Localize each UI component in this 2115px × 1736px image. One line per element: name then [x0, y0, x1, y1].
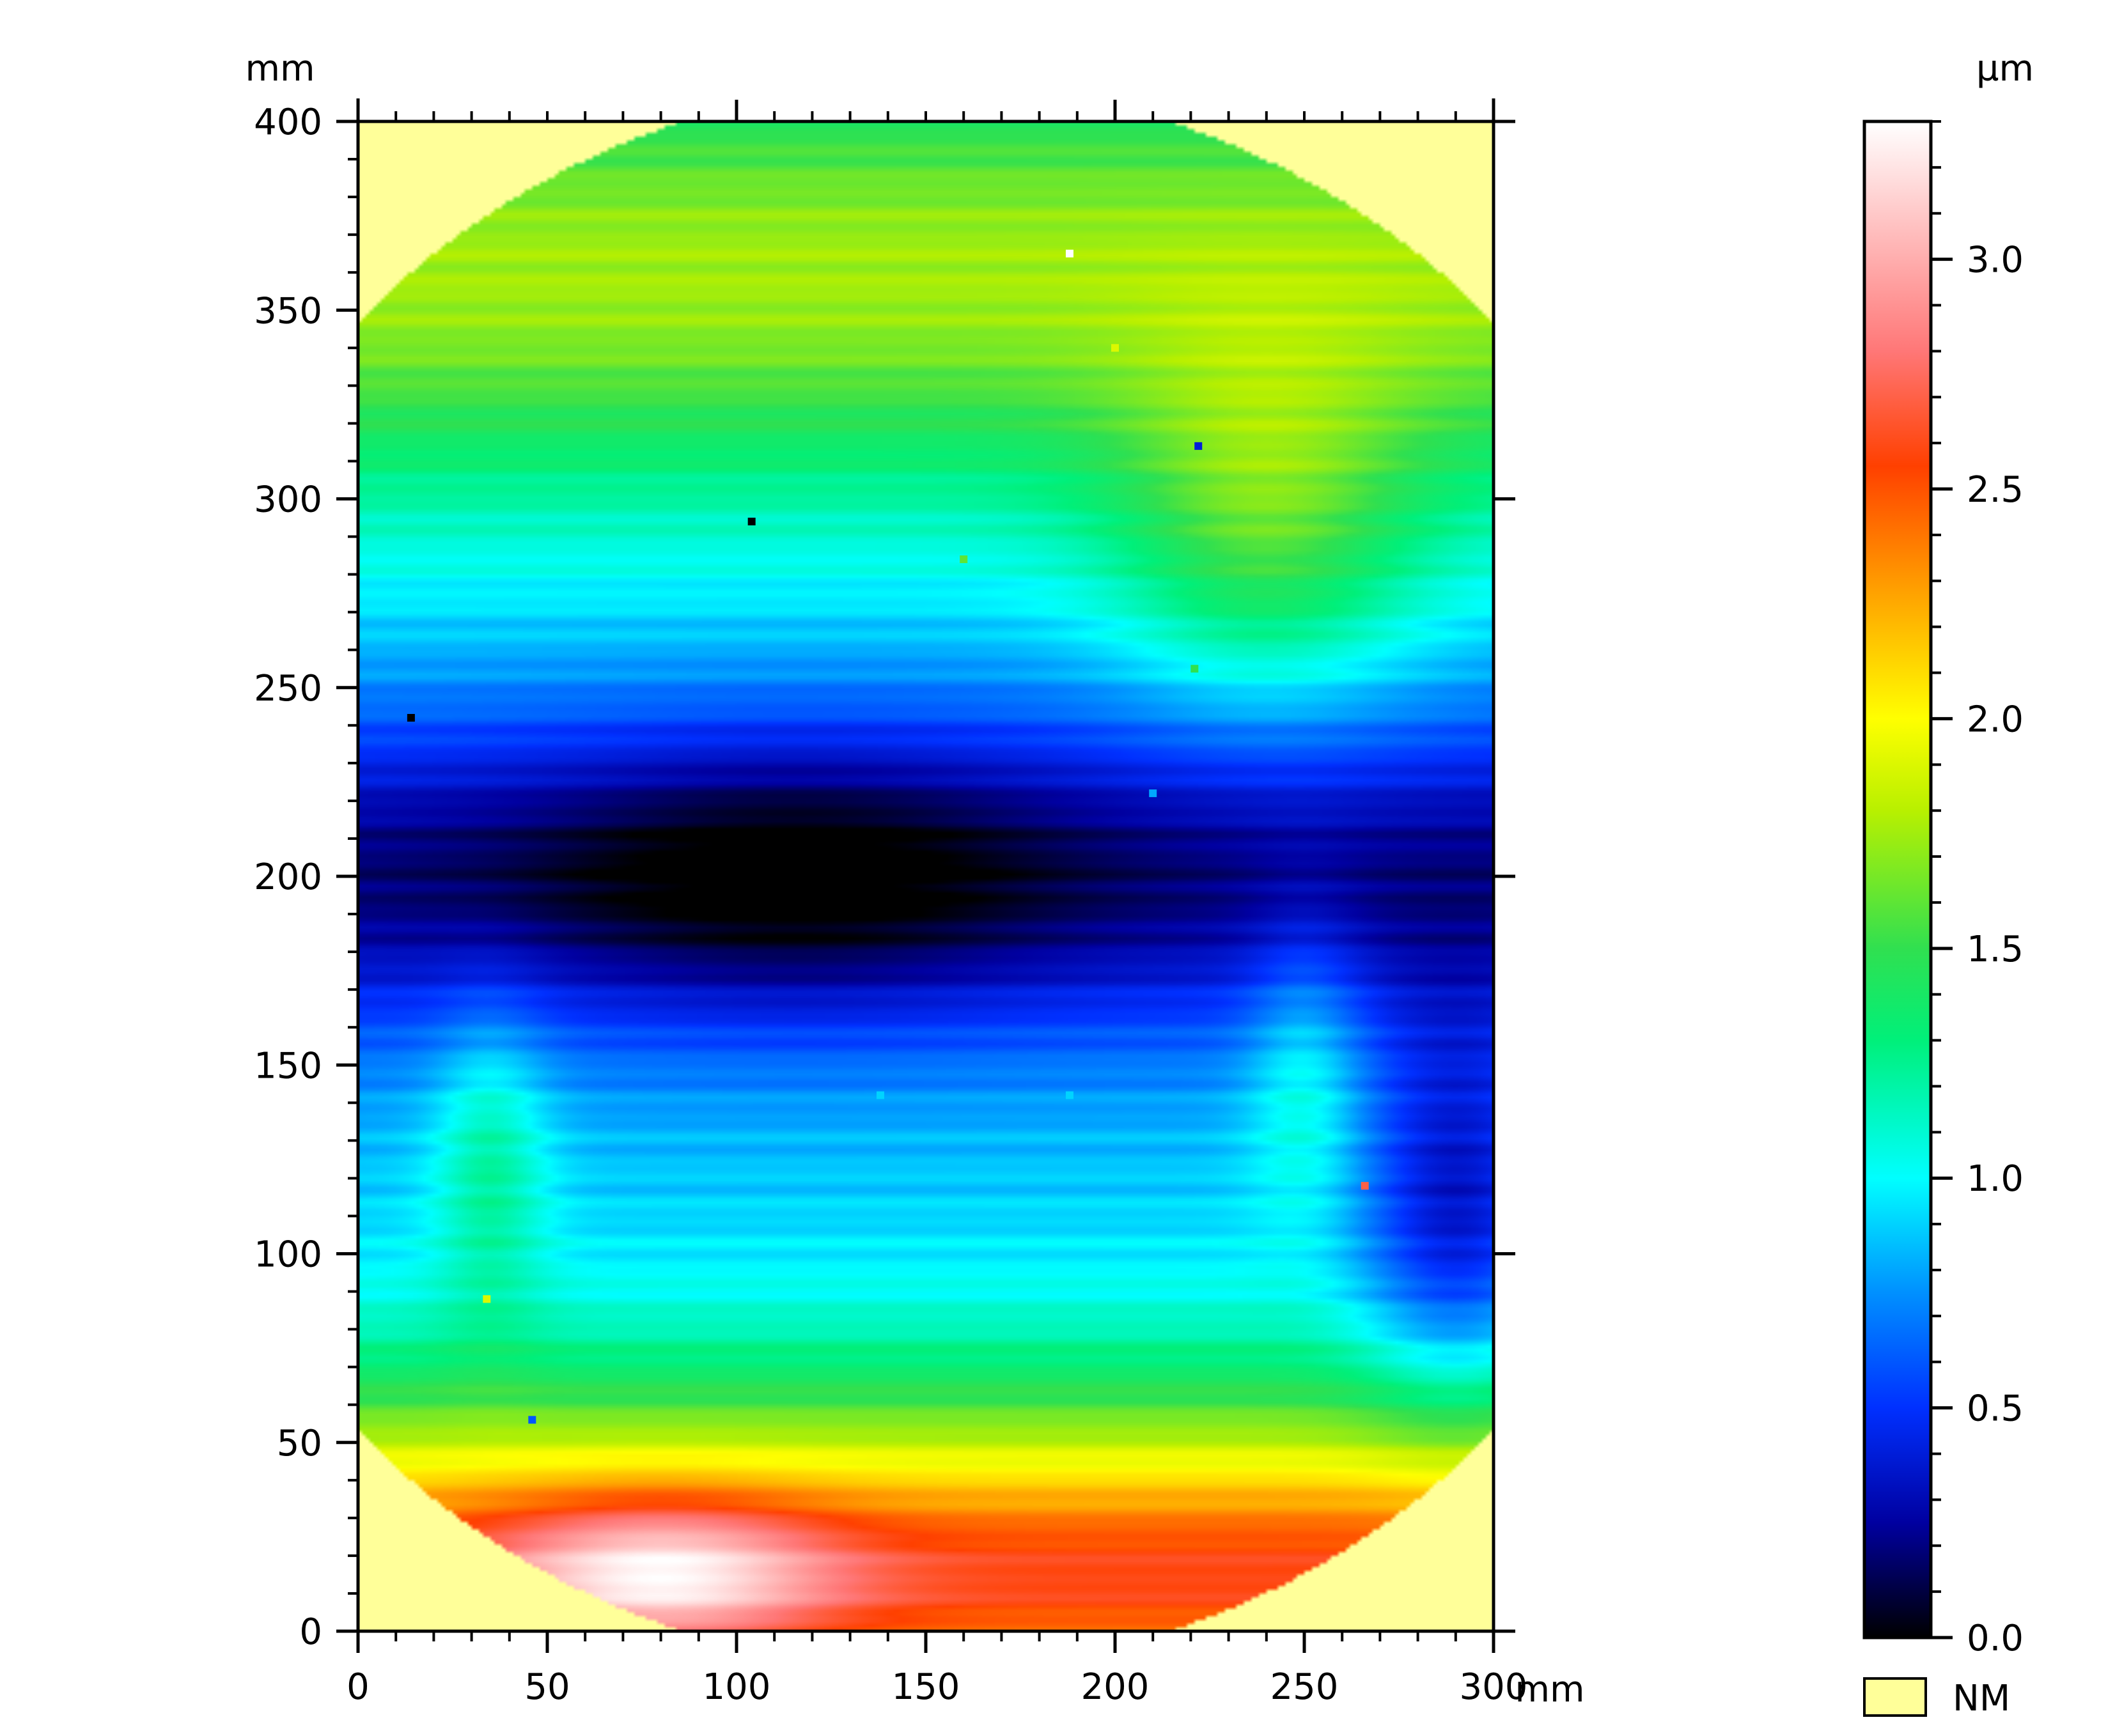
colorbar-ticks: 0.0 0.5 1.0 1.5 2.0 2.5 3.0 [1931, 120, 2024, 1659]
y-tick-label: 300 [254, 479, 322, 521]
outlier-point [1194, 442, 1203, 450]
outlier-point [1065, 249, 1073, 258]
nm-legend: NM [1863, 1677, 2010, 1719]
outlier-point [1149, 789, 1157, 798]
y-tick-label: 250 [254, 668, 322, 709]
nm-legend-swatch [1863, 1677, 1927, 1717]
outlier-point [1190, 665, 1199, 673]
x-tick-label: 250 [1270, 1666, 1339, 1708]
colorbar-fill [1862, 120, 1933, 1639]
colorbar-unit-label: µm [1976, 48, 2034, 89]
colorbar-tick-label: 0.0 [1967, 1618, 2024, 1659]
y-axis-right [1492, 98, 1515, 1648]
x-tick-label: 300 [1460, 1666, 1528, 1708]
outlier-points [407, 249, 1369, 1424]
colorbar-tick-label: 1.0 [1967, 1158, 2024, 1200]
colorbar-tick-label: 1.5 [1967, 929, 2024, 970]
y-tick-label: 100 [254, 1234, 322, 1276]
heatmap-image [358, 121, 1494, 1631]
y-tick-label: 150 [254, 1045, 322, 1087]
outlier-point [1361, 1182, 1369, 1190]
colorbar-tick-label: 0.5 [1967, 1388, 2024, 1430]
nm-legend-label: NM [1953, 1678, 2010, 1719]
colorbar: 0.0 0.5 1.0 1.5 2.0 2.5 3.0 µm [1862, 48, 2034, 1659]
x-tick-label: 100 [703, 1666, 771, 1708]
outlier-point [960, 555, 968, 563]
y-tick-label: 50 [277, 1423, 322, 1464]
y-axis-unit-label: mm [245, 48, 315, 89]
outlier-point [876, 1091, 884, 1099]
outlier-point [747, 517, 756, 525]
outlier-point [483, 1295, 491, 1303]
x-axis-top [341, 100, 1510, 123]
x-tick-label: 0 [347, 1666, 370, 1708]
x-tick-label: 50 [524, 1666, 570, 1708]
y-tick-label: 0 [299, 1611, 322, 1653]
colorbar-tick-label: 2.0 [1967, 699, 2024, 740]
y-axis-left: 0 50 100 150 200 250 300 350 400 [254, 98, 360, 1653]
x-axis-unit-label: mm [1515, 1669, 1584, 1710]
x-tick-label: 200 [1081, 1666, 1150, 1708]
y-tick-label: 200 [254, 856, 322, 898]
colorbar-tick-label: 3.0 [1967, 240, 2024, 281]
colorbar-tick-label: 2.5 [1967, 469, 2024, 511]
plot-area [356, 120, 1495, 1633]
x-axis-bottom: 0 50 100 150 200 250 300 [341, 1629, 1528, 1708]
outlier-point [407, 713, 415, 722]
outlier-point [1065, 1091, 1073, 1099]
y-tick-label: 350 [254, 290, 322, 332]
x-tick-label: 150 [892, 1666, 960, 1708]
outlier-point [528, 1416, 536, 1424]
outlier-point [1111, 344, 1119, 352]
y-tick-label: 400 [254, 102, 322, 143]
